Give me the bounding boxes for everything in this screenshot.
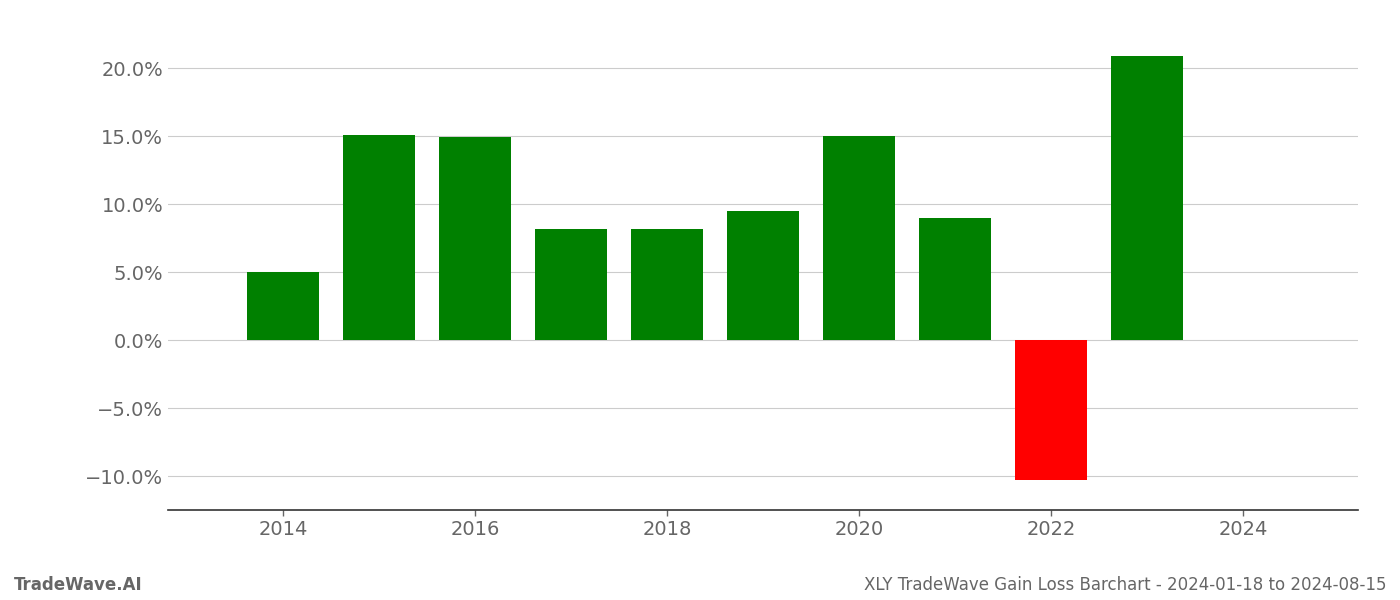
Bar	[535, 229, 608, 340]
Text: TradeWave.AI: TradeWave.AI	[14, 576, 143, 594]
Bar	[440, 137, 511, 340]
Text: XLY TradeWave Gain Loss Barchart - 2024-01-18 to 2024-08-15: XLY TradeWave Gain Loss Barchart - 2024-…	[864, 576, 1386, 594]
Bar	[918, 218, 991, 340]
Bar	[1015, 340, 1086, 480]
Bar	[631, 229, 703, 340]
Bar	[343, 135, 416, 340]
Bar	[1110, 56, 1183, 340]
Bar	[248, 272, 319, 340]
Bar	[727, 211, 799, 340]
Bar	[823, 136, 895, 340]
